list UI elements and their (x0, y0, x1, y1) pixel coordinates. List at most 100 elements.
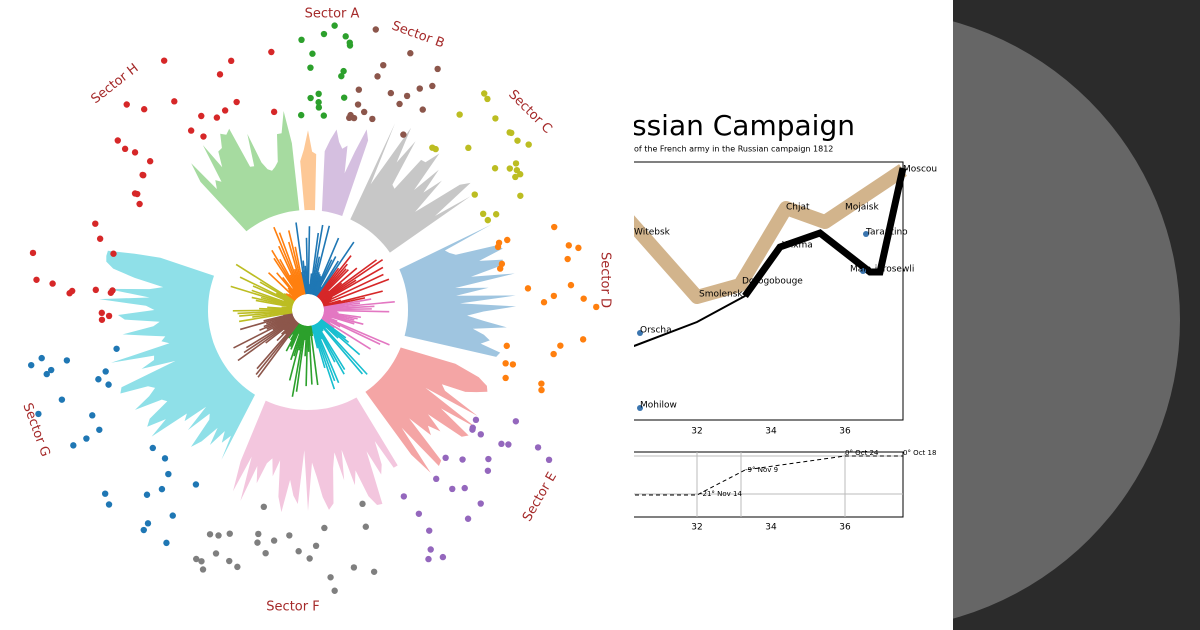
scatter-dot (512, 160, 520, 167)
scatter-dot (419, 106, 426, 113)
scatter-dot (255, 530, 262, 538)
spoke (317, 321, 364, 375)
scatter-dot (380, 61, 387, 69)
spoke (255, 299, 293, 308)
spoke (314, 259, 333, 296)
scatter-dot (407, 50, 414, 57)
spoke (265, 319, 296, 344)
scatter-dot (557, 342, 564, 349)
scatter-dot (95, 376, 102, 383)
scatter-dot (158, 485, 166, 493)
scatter-dot (484, 216, 492, 224)
scatter-dot (286, 532, 293, 539)
spoke (321, 317, 371, 350)
scatter-dot (171, 98, 178, 105)
scatter-dot (415, 510, 423, 517)
spoke (285, 323, 302, 352)
scatter-dot (315, 104, 323, 111)
spoke (287, 230, 306, 295)
scatter-dot (320, 30, 328, 38)
spoke (309, 232, 320, 295)
scatter-dot (429, 144, 436, 151)
scatter-dot (110, 250, 117, 257)
scatter-dot (38, 354, 45, 362)
scatter-dot (98, 316, 106, 323)
scatter-dot (513, 166, 521, 174)
scatter-dot (350, 564, 358, 571)
city-dot (637, 330, 643, 336)
spoke (316, 267, 340, 298)
spoke (230, 285, 293, 307)
scatter-dot (550, 292, 558, 300)
spoke (323, 297, 366, 308)
scatter-dot (492, 211, 500, 218)
scatter-dot (140, 526, 147, 534)
scatter-dot (429, 82, 436, 90)
scatter-dot (331, 587, 338, 594)
spoke (322, 315, 390, 346)
temp-label: -9° Nov 9 (745, 466, 778, 474)
spoke (256, 321, 299, 370)
scatter-dot (96, 426, 103, 433)
spoke (320, 319, 350, 344)
scatter-dot (360, 108, 368, 116)
sector-label: Sector D (598, 252, 613, 308)
spoke (259, 307, 293, 311)
city-dot (637, 405, 643, 411)
spoke (302, 260, 308, 295)
scatter-dot (187, 127, 195, 134)
spoke (321, 279, 357, 303)
scatter-dot (509, 361, 517, 368)
city-label: Dorogobouge (742, 277, 803, 287)
scatter-dot (492, 115, 499, 122)
spoke (323, 301, 395, 310)
advance-path (634, 164, 907, 304)
scatter-dot (320, 112, 327, 119)
spoke (314, 323, 336, 363)
scatter-dot (161, 455, 169, 462)
spoke (323, 313, 355, 325)
spoke (263, 313, 293, 322)
scatter-dot (233, 98, 240, 106)
scatter-dot (369, 115, 376, 123)
scatter-dot (131, 149, 139, 156)
spoke (251, 296, 293, 308)
spoke (315, 323, 345, 375)
scatter-dot (309, 50, 316, 57)
scatter-dot (113, 345, 120, 352)
scatter-dot (270, 537, 278, 544)
scatter-dot (362, 523, 370, 530)
scatter-dot (479, 210, 487, 218)
spoke (322, 316, 381, 345)
spoke (235, 263, 295, 303)
spoke (237, 309, 293, 315)
spoke (323, 305, 375, 310)
spoke (266, 315, 294, 330)
scatter-dot (140, 106, 148, 113)
scatter-dot (372, 26, 379, 33)
scatter-dot (226, 530, 233, 537)
spoke (294, 246, 306, 295)
scatter-dot (268, 48, 275, 56)
petal (399, 224, 517, 357)
scatter-dot (160, 57, 168, 64)
scatter-dot (68, 287, 76, 295)
spoke (304, 325, 308, 357)
x-tick-label: 32 (691, 427, 702, 437)
scatter-dot (260, 503, 268, 511)
spoke (320, 259, 384, 302)
temp-label: 0° Oct 18 (903, 449, 936, 457)
scatter-dot (136, 200, 143, 208)
scatter-dot (340, 67, 347, 75)
scatter-dot (105, 312, 113, 320)
spoke (317, 255, 352, 298)
scatter-dot (485, 455, 492, 463)
scatter-dot (134, 190, 141, 198)
city-label: Wixma (782, 241, 813, 251)
petal (365, 347, 488, 473)
spoke (317, 263, 348, 299)
scatter-dot (512, 173, 519, 181)
scatter-dot (295, 548, 302, 555)
scatter-dot (502, 360, 509, 367)
